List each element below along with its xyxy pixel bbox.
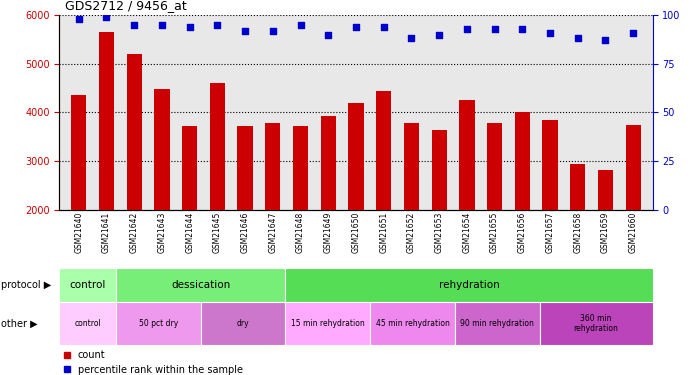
Bar [514,111,530,210]
Bar [320,116,336,210]
Point [184,24,195,30]
Bar [59,302,116,345]
Bar [200,302,285,345]
Point [239,28,251,34]
Text: 15 min rehydration: 15 min rehydration [291,319,364,328]
Text: control: control [69,280,106,290]
Bar [370,302,455,345]
Point [128,22,140,28]
Point [489,26,500,32]
Bar [404,123,419,210]
Bar [455,302,540,345]
Bar [598,170,613,210]
Bar [542,120,558,210]
Text: 45 min rehydration: 45 min rehydration [376,319,450,328]
Point [73,16,84,22]
Bar [285,302,370,345]
Bar [625,124,641,210]
Text: 50 pct dry: 50 pct dry [139,319,178,328]
Bar [209,83,225,210]
Bar [265,123,281,210]
Point [572,35,584,41]
Bar [376,91,392,210]
Bar [285,268,653,302]
Point [322,32,334,38]
Point [101,14,112,20]
Point [267,28,279,34]
Bar [116,302,200,345]
Bar [540,302,653,345]
Point [544,30,556,36]
Bar [71,96,87,210]
Point [406,35,417,41]
Bar [348,103,364,210]
Point [628,30,639,36]
Bar [99,32,114,210]
Point [461,26,473,32]
Point [156,22,168,28]
Bar [293,126,308,210]
Text: rehydration: rehydration [438,280,499,290]
Text: dry: dry [237,319,249,328]
Text: GDS2712 / 9456_at: GDS2712 / 9456_at [66,0,187,12]
Legend: count, percentile rank within the sample: count, percentile rank within the sample [64,350,243,375]
Bar [116,268,285,302]
Text: 90 min rehydration: 90 min rehydration [460,319,534,328]
Point [350,24,362,30]
Text: control: control [74,319,101,328]
Bar [182,126,198,210]
Bar [459,100,475,210]
Bar [59,268,116,302]
Bar [237,126,253,210]
Point [517,26,528,32]
Bar [487,123,503,210]
Point [433,32,445,38]
Point [211,22,223,28]
Bar [126,54,142,210]
Text: other ▶: other ▶ [1,318,38,328]
Text: dessication: dessication [171,280,230,290]
Text: protocol ▶: protocol ▶ [1,280,52,290]
Point [378,24,389,30]
Point [600,38,611,44]
Bar [154,89,170,210]
Bar [570,164,586,210]
Point [295,22,306,28]
Bar [431,130,447,210]
Text: 360 min
rehydration: 360 min rehydration [574,314,618,333]
